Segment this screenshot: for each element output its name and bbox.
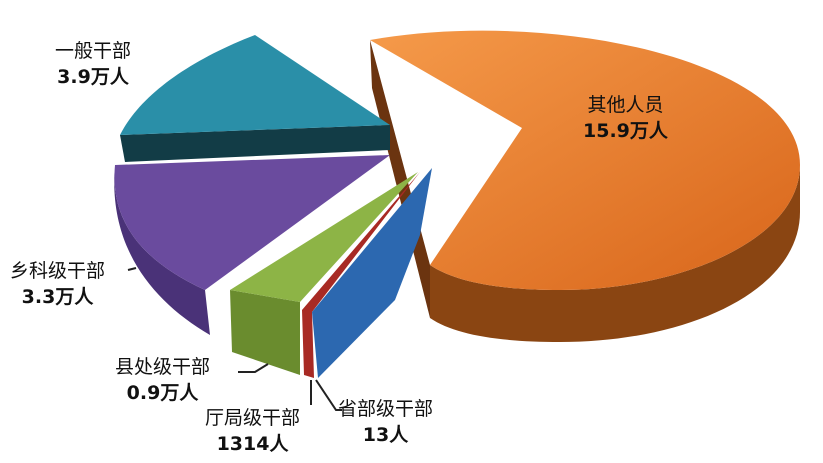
slice-county-top bbox=[230, 172, 418, 302]
label-bureau-value: 1314人 bbox=[216, 433, 289, 455]
label-other-name: 其他人员 bbox=[587, 94, 664, 116]
slice-other-left-side bbox=[370, 40, 430, 318]
slice-other bbox=[370, 30, 800, 342]
label-county: 县处级干部 0.9万人 bbox=[115, 354, 210, 406]
slice-general-top bbox=[120, 35, 390, 135]
slice-county-side bbox=[230, 290, 300, 375]
leader-county bbox=[238, 363, 269, 373]
slice-ministerial bbox=[312, 168, 432, 378]
label-township: 乡科级干部 3.3万人 bbox=[10, 258, 105, 310]
label-township-name: 乡科级干部 bbox=[10, 260, 106, 282]
label-general-name: 一般干部 bbox=[55, 40, 132, 62]
leader-ministerial bbox=[315, 379, 342, 411]
label-general-value: 3.9万人 bbox=[57, 66, 129, 88]
slice-county bbox=[230, 172, 418, 375]
label-ministerial-name: 省部级干部 bbox=[338, 398, 434, 420]
label-ministerial: 省部级干部 13人 bbox=[338, 396, 433, 448]
label-other-value: 15.9万人 bbox=[583, 120, 668, 142]
label-bureau-name: 厅局级干部 bbox=[205, 407, 301, 429]
slice-township-top bbox=[114, 155, 390, 290]
leader-township bbox=[127, 267, 137, 271]
slice-township-side bbox=[114, 165, 210, 335]
slice-ministerial-shape bbox=[312, 168, 432, 378]
slice-general bbox=[120, 35, 390, 162]
label-township-value: 3.3万人 bbox=[21, 286, 94, 308]
label-bureau: 厅局级干部 1314人 bbox=[205, 405, 300, 457]
label-county-name: 县处级干部 bbox=[115, 356, 211, 378]
slice-township bbox=[114, 155, 390, 335]
label-county-value: 0.9万人 bbox=[126, 382, 199, 404]
slice-other-top bbox=[370, 30, 800, 291]
slice-general-side bbox=[120, 125, 390, 162]
label-ministerial-value: 13人 bbox=[362, 424, 409, 446]
label-general: 一般干部 3.9万人 bbox=[55, 38, 131, 90]
label-other: 其他人员 15.9万人 bbox=[583, 92, 668, 144]
slice-other-side bbox=[430, 165, 800, 342]
